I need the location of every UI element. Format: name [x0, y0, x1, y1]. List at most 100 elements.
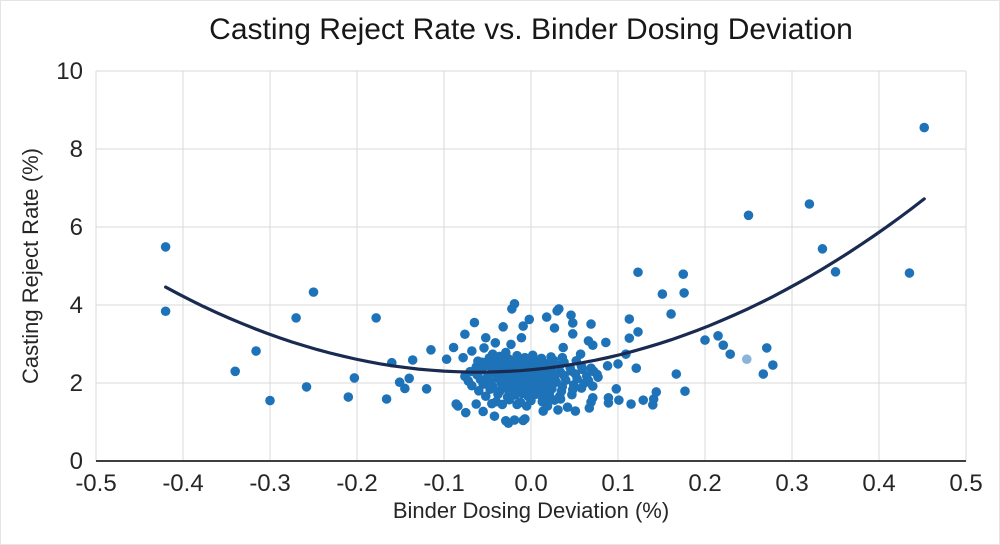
data-point — [613, 359, 623, 369]
data-point — [498, 322, 508, 332]
x-tick-label: -0.4 — [162, 470, 203, 497]
y-tick-label: 8 — [70, 136, 83, 163]
data-point — [671, 369, 682, 379]
data-point — [657, 289, 668, 299]
data-point — [678, 269, 689, 279]
data-point — [490, 338, 501, 348]
data-point — [651, 387, 662, 397]
data-point — [467, 346, 477, 356]
data-point — [524, 314, 535, 325]
data-point — [586, 319, 596, 329]
data-point — [626, 399, 636, 409]
data-point — [536, 353, 547, 364]
data-point — [509, 415, 520, 425]
data-point — [343, 392, 354, 402]
data-point — [633, 327, 643, 337]
x-tick-label: -0.5 — [75, 470, 116, 497]
data-point — [725, 349, 736, 359]
data-point — [441, 354, 452, 365]
data-point — [426, 345, 436, 355]
data-point — [603, 393, 614, 403]
data-point — [546, 352, 556, 362]
data-point — [555, 367, 566, 378]
data-point — [553, 405, 563, 415]
data-point — [666, 309, 676, 319]
data-point-light — [741, 354, 752, 365]
data-point — [230, 366, 240, 377]
data-point — [614, 395, 624, 405]
data-point — [558, 342, 568, 353]
data-point — [611, 384, 622, 394]
data-point — [494, 351, 505, 362]
trendline — [164, 197, 926, 374]
data-point — [460, 407, 471, 418]
data-point — [469, 317, 480, 328]
x-tick-label: -0.2 — [336, 470, 377, 497]
data-point — [265, 395, 275, 406]
data-point — [484, 353, 495, 363]
data-point — [587, 393, 598, 403]
data-point — [477, 357, 488, 368]
data-point — [919, 122, 930, 133]
x-tick-label: 0.3 — [775, 470, 808, 497]
data-point — [489, 411, 500, 421]
x-tick-label: 0.5 — [949, 470, 982, 497]
data-point — [633, 267, 643, 278]
data-point — [251, 346, 261, 356]
data-point — [512, 350, 522, 361]
data-point — [404, 373, 415, 384]
data-point — [407, 355, 418, 365]
data-point — [718, 340, 729, 350]
data-point — [421, 384, 432, 394]
data-point — [562, 402, 573, 412]
data-point — [700, 335, 710, 345]
data-point — [491, 396, 502, 407]
data-point — [478, 406, 488, 417]
data-point — [520, 352, 530, 363]
data-point — [817, 244, 828, 254]
y-tick-label: 6 — [70, 214, 83, 241]
data-point — [349, 373, 360, 383]
data-point — [479, 343, 489, 353]
data-point — [554, 304, 564, 314]
data-point — [743, 210, 754, 221]
x-tick-label: -0.1 — [423, 470, 464, 497]
data-point — [502, 392, 513, 402]
data-point — [541, 312, 552, 322]
data-point — [567, 329, 578, 339]
data-point — [638, 395, 649, 405]
data-point — [160, 306, 171, 317]
data-point — [448, 342, 459, 353]
y-axis-title-text: Casting Reject Rate (%) — [18, 148, 43, 384]
data-point — [506, 339, 516, 350]
data-point — [768, 360, 778, 370]
data-point — [758, 369, 769, 379]
data-point — [586, 363, 596, 373]
data-point — [480, 391, 491, 402]
data-point — [567, 318, 578, 328]
x-tick-label: 0.4 — [862, 470, 895, 497]
data-point — [515, 397, 526, 408]
data-point — [624, 314, 635, 324]
data-point — [460, 329, 470, 340]
data-point — [471, 399, 481, 409]
y-tick-label: 4 — [70, 292, 83, 319]
data-point — [516, 332, 527, 343]
data-point — [458, 352, 468, 363]
data-point — [520, 414, 530, 424]
data-point — [480, 332, 491, 343]
data-point — [453, 401, 463, 411]
data-point — [680, 386, 690, 396]
data-point — [761, 343, 772, 353]
y-tick-label: 0 — [70, 448, 83, 475]
data-point — [624, 333, 635, 343]
data-point — [503, 354, 514, 364]
x-tick-label: -0.3 — [249, 470, 290, 497]
data-point — [904, 268, 915, 278]
data-point — [518, 321, 528, 331]
data-point — [308, 287, 319, 297]
x-tick-label: 0.1 — [601, 470, 634, 497]
data-point — [602, 361, 613, 371]
chart-title: Casting Reject Rate vs. Binder Dosing De… — [209, 13, 853, 46]
